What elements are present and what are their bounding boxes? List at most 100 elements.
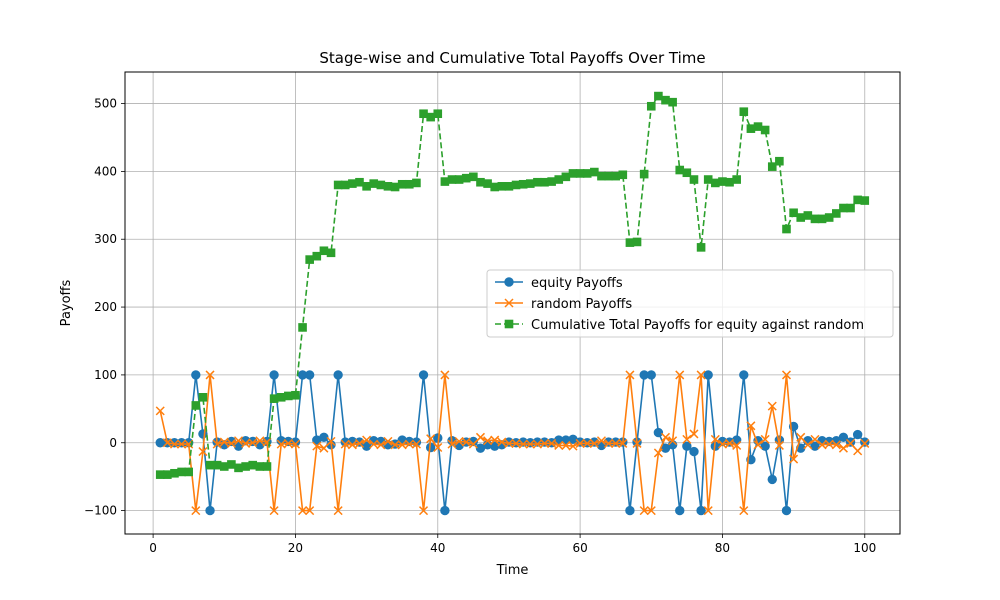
data-point (198, 392, 208, 402)
data-point (618, 170, 628, 180)
data-point (233, 436, 244, 446)
marker-stroke (575, 438, 585, 448)
data-point (440, 505, 450, 516)
data-point (668, 436, 678, 446)
data-point (177, 467, 186, 477)
data-point (817, 214, 827, 224)
data-point (490, 435, 500, 445)
data-point (205, 505, 215, 516)
data-point (539, 438, 550, 448)
data-point (326, 436, 336, 446)
data-point (227, 460, 236, 469)
data-point (853, 446, 863, 456)
marker-stroke (689, 429, 699, 439)
data-point (354, 438, 365, 448)
marker-stroke (475, 432, 486, 442)
data-point (767, 401, 777, 411)
data-point (340, 439, 350, 449)
data-point (710, 434, 720, 444)
marker-stroke (305, 506, 315, 516)
data-point (333, 506, 343, 516)
marker-stroke (404, 439, 414, 449)
data-point (290, 439, 300, 449)
marker-stroke (817, 440, 827, 450)
data-point (561, 172, 571, 182)
data-point (284, 391, 293, 401)
marker-stroke (774, 440, 784, 450)
marker-stroke (276, 439, 286, 449)
data-point (426, 434, 436, 444)
marker-stroke (760, 434, 770, 444)
data-point (646, 101, 656, 111)
data-point (611, 171, 620, 181)
y-tick-label: 0 (109, 436, 117, 450)
data-point (568, 441, 578, 451)
data-point (283, 438, 293, 448)
data-point (170, 468, 179, 478)
data-point (276, 392, 286, 402)
marker-stroke (219, 437, 229, 447)
data-point (255, 436, 265, 446)
marker-stroke (632, 438, 642, 448)
marker-stroke (604, 438, 614, 448)
data-point (810, 434, 820, 444)
data-point (219, 462, 229, 471)
data-point (739, 107, 749, 116)
data-point (810, 441, 820, 451)
data-point (789, 208, 798, 218)
data-point (824, 439, 834, 449)
marker-stroke (369, 439, 379, 449)
marker-stroke (269, 506, 279, 516)
data-point (547, 438, 557, 448)
data-point (304, 370, 315, 380)
data-point (163, 470, 172, 479)
data-point (689, 446, 699, 457)
data-point (554, 175, 564, 184)
marker-stroke (739, 506, 749, 516)
data-point (369, 179, 379, 188)
data-point (518, 439, 528, 449)
data-point (753, 440, 763, 450)
data-point (696, 243, 706, 252)
data-point (469, 172, 478, 182)
data-point (575, 438, 585, 448)
data-point (789, 454, 799, 464)
data-point (525, 439, 535, 449)
data-point (810, 214, 820, 224)
data-point (689, 429, 699, 439)
data-point (696, 370, 706, 380)
data-point (461, 437, 471, 447)
marker-stroke (354, 438, 365, 448)
data-point (767, 474, 777, 485)
data-point (717, 439, 727, 449)
x-tick-label: 80 (715, 541, 730, 555)
data-point (362, 182, 371, 191)
data-point (774, 440, 784, 450)
y-tick-label: −100 (84, 504, 117, 518)
data-point (803, 211, 813, 220)
legend-box (486, 269, 894, 338)
data-point (212, 460, 222, 470)
data-point (248, 438, 258, 448)
y-tick-label: 400 (94, 164, 117, 178)
marker-stroke (497, 437, 507, 447)
data-point (732, 440, 742, 450)
data-point (305, 506, 315, 516)
marker-stroke (789, 454, 799, 464)
marker-stroke (589, 438, 599, 448)
data-point (504, 182, 514, 191)
marker-stroke (725, 438, 735, 448)
marker-stroke (419, 506, 429, 516)
data-point (838, 432, 849, 443)
data-point (760, 434, 770, 444)
data-point (654, 91, 663, 101)
x-tick-label: 40 (430, 541, 445, 555)
series-line (159, 374, 866, 512)
data-point (483, 436, 493, 446)
data-point (831, 440, 841, 450)
marker-stroke (248, 438, 258, 448)
data-point (625, 370, 635, 380)
data-point (682, 441, 692, 451)
y-tick-label: 300 (94, 232, 117, 246)
marker-stroke (646, 506, 656, 516)
